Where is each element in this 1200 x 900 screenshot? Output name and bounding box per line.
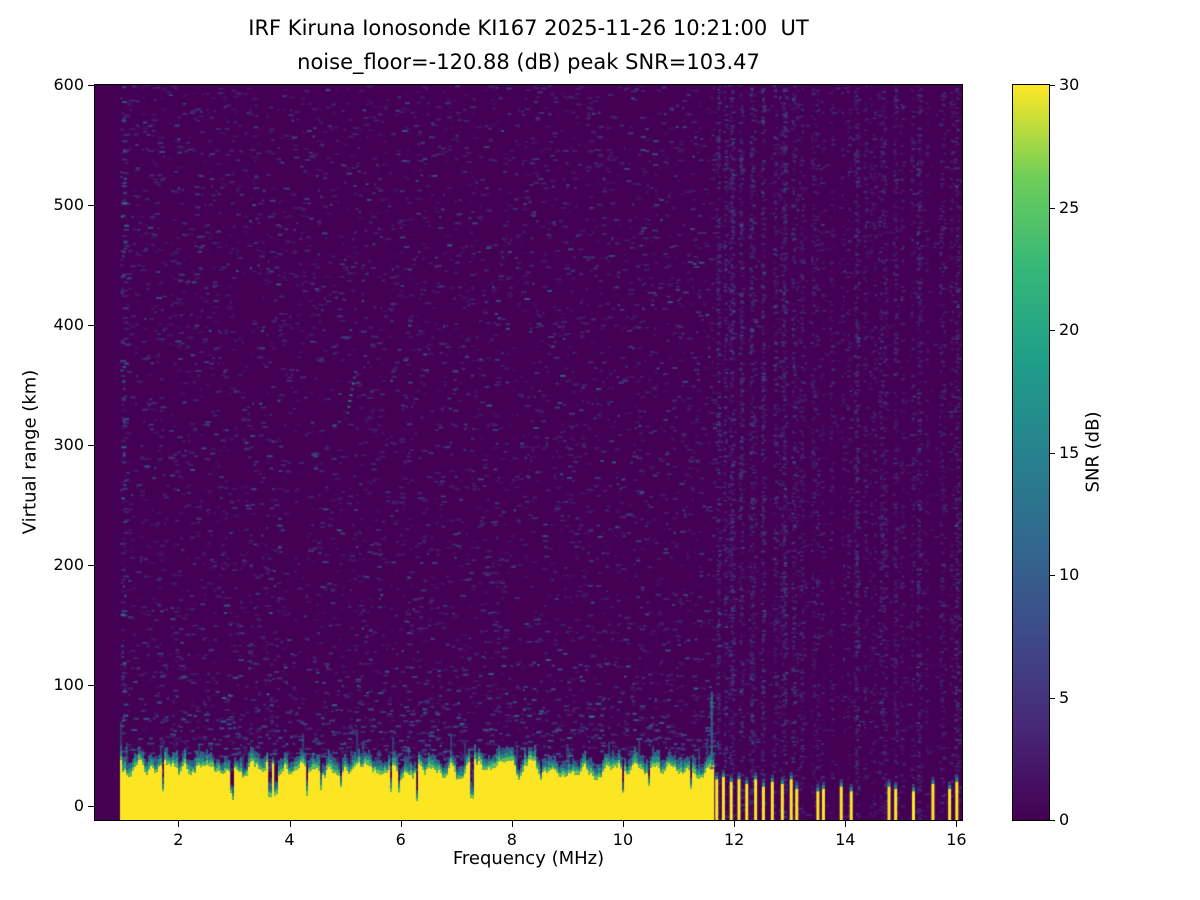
colorbar-tick-mark [1050, 820, 1055, 821]
colorbar [1012, 84, 1050, 821]
colorbar-tick-mark [1050, 452, 1055, 454]
x-axis-label: Frequency (MHz) [452, 848, 605, 869]
y-tick-label: 400 [53, 315, 84, 335]
colorbar-tick-mark [1050, 85, 1055, 86]
y-tick-label: 600 [53, 75, 84, 94]
x-tick-label: 2 [173, 830, 184, 849]
x-tick-label: 14 [835, 830, 856, 849]
colorbar-tick-mark [1050, 575, 1055, 576]
colorbar-tick-label: 5 [1059, 687, 1070, 707]
colorbar-tick-label: 0 [1059, 810, 1070, 829]
x-tick-label: 10 [612, 830, 634, 849]
y-tick-mark [88, 325, 94, 327]
y-tick-mark [88, 205, 94, 207]
x-tick-mark [734, 821, 736, 827]
x-tick-label: 6 [395, 830, 406, 849]
x-tick-mark [622, 821, 624, 827]
x-tick-mark [400, 821, 402, 827]
y-tick-mark [88, 685, 94, 687]
plot-subtitle: noise_floor=-120.88 (dB) peak SNR=103.47 [297, 50, 760, 74]
colorbar-tick-label: 30 [1059, 75, 1080, 94]
colorbar-gradient-canvas [1013, 85, 1049, 820]
y-tick-mark [88, 565, 94, 567]
x-tick-label: 16 [946, 830, 967, 849]
x-tick-mark [511, 821, 513, 827]
colorbar-tick-label: 25 [1059, 197, 1080, 217]
x-tick-mark [845, 821, 847, 827]
x-tick-label: 4 [284, 830, 295, 849]
x-tick-mark [289, 821, 291, 827]
ionogram-heatmap-canvas [95, 85, 962, 820]
colorbar-tick-mark [1050, 330, 1055, 331]
x-tick-mark [178, 821, 180, 827]
y-tick-label: 300 [53, 435, 84, 455]
colorbar-tick-label: 15 [1059, 442, 1080, 462]
colorbar-tick-mark [1050, 207, 1055, 209]
colorbar-tick-label: 20 [1059, 320, 1080, 339]
y-tick-mark [88, 445, 94, 447]
y-tick-label: 500 [53, 195, 84, 215]
x-tick-label: 8 [506, 830, 517, 849]
colorbar-tick-label: 10 [1059, 565, 1080, 584]
y-tick-label: 100 [53, 675, 84, 695]
y-tick-label: 0 [73, 795, 84, 815]
plot-area [94, 84, 963, 821]
plot-title: IRF Kiruna Ionosonde KI167 2025-11-26 10… [248, 16, 809, 40]
colorbar-tick-mark [1050, 697, 1055, 699]
y-tick-label: 200 [53, 555, 84, 575]
y-tick-mark [88, 85, 94, 86]
y-tick-mark [88, 805, 94, 807]
x-tick-label: 12 [723, 830, 745, 849]
x-tick-mark [956, 821, 958, 827]
